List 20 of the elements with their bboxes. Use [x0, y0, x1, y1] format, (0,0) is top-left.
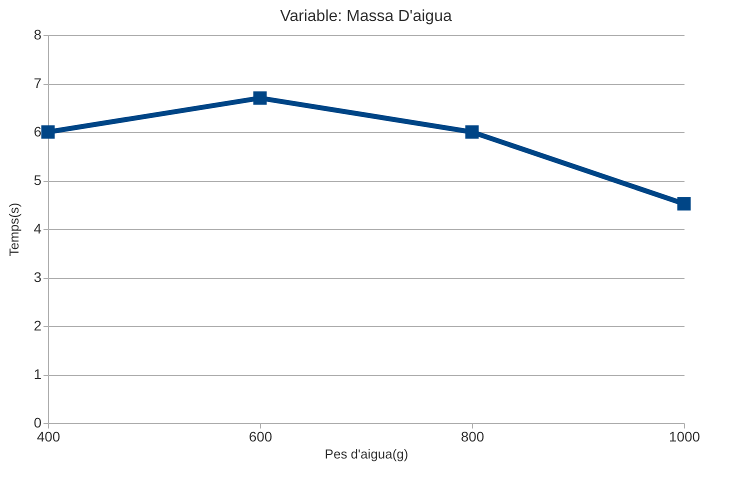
y-tick-label: 1	[34, 366, 42, 382]
y-tick-label: 5	[34, 172, 42, 188]
point	[253, 91, 267, 105]
x-tick-label: 800	[460, 428, 484, 444]
x-axis-title: Pes d'aigua(g)	[324, 446, 408, 462]
chart-title: Variable: Massa D'aigua	[280, 8, 452, 25]
y-tick-label: 8	[34, 26, 42, 42]
point	[465, 125, 479, 139]
y-tick-label: 3	[34, 269, 42, 285]
x-tick-label: 600	[248, 428, 272, 444]
y-tick-label: 2	[34, 318, 42, 334]
y-axis-title: Temps(s)	[6, 202, 22, 256]
y-tick-label: 6	[34, 124, 42, 140]
y-tick-label: 0	[34, 414, 42, 430]
x-tick-label: 400	[36, 428, 60, 444]
x-tick-label: 1000	[668, 428, 700, 444]
y-tick-label: 7	[34, 75, 42, 91]
point	[41, 125, 55, 139]
point	[677, 197, 691, 210]
y-tick-label: 4	[34, 220, 42, 236]
